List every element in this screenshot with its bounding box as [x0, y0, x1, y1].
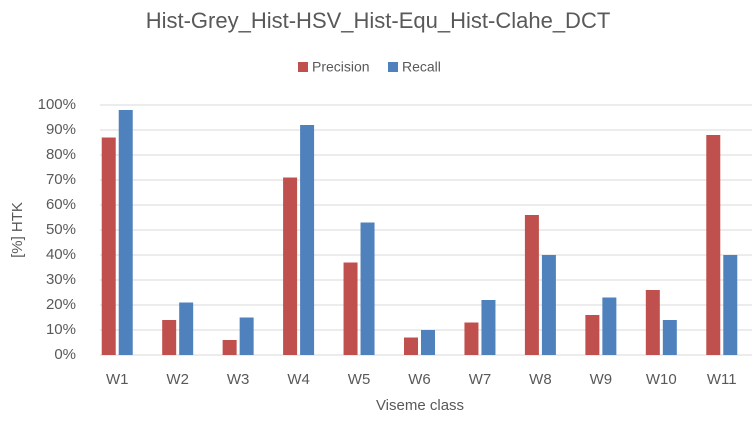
y-tick-label: 70% [46, 171, 76, 188]
y-tick-label: 60% [46, 196, 76, 213]
y-tick-label: 90% [46, 121, 76, 138]
x-axis-label: Viseme class [376, 397, 464, 414]
bar [118, 110, 133, 355]
bar [343, 262, 358, 355]
bar [602, 297, 617, 355]
x-tick-label: W6 [408, 371, 431, 388]
bar [662, 320, 677, 355]
bar [706, 135, 721, 355]
bar [360, 222, 375, 355]
x-tick-label: W1 [106, 371, 129, 388]
bar [101, 137, 116, 355]
y-tick-label: 100% [38, 96, 76, 113]
y-tick-label: 30% [46, 271, 76, 288]
x-tick-label: W2 [166, 371, 189, 388]
chart-title: Hist-Grey_Hist-HSV_Hist-Equ_Hist-Clahe_D… [146, 8, 611, 33]
bar [283, 177, 298, 355]
bar [481, 300, 496, 355]
bar [300, 125, 315, 355]
y-tick-label: 50% [46, 221, 76, 238]
bar [541, 255, 556, 355]
bar [222, 340, 237, 355]
y-tick-label: 0% [54, 346, 76, 363]
y-tick-label: 40% [46, 246, 76, 263]
legend-label: Precision [312, 59, 370, 75]
bar [645, 290, 660, 355]
y-tick-label: 80% [46, 146, 76, 163]
x-tick-label: W3 [227, 371, 250, 388]
y-tick-label: 20% [46, 296, 76, 313]
bar [585, 315, 600, 355]
x-tick-label: W8 [529, 371, 552, 388]
bar [723, 255, 738, 355]
y-axis-label: [%] HTK [9, 202, 26, 258]
bar [162, 320, 177, 355]
bar [464, 322, 479, 355]
legend-swatch [298, 62, 308, 72]
x-tick-label: W9 [590, 371, 613, 388]
bar [239, 317, 254, 355]
legend-swatch [388, 62, 398, 72]
x-tick-label: W5 [348, 371, 371, 388]
y-tick-label: 10% [46, 321, 76, 338]
bar [524, 215, 539, 355]
bar [404, 337, 418, 355]
x-tick-label: W7 [469, 371, 492, 388]
x-tick-label: W11 [707, 371, 737, 388]
bar [421, 330, 435, 355]
legend-label: Recall [402, 59, 441, 75]
bar [179, 302, 194, 355]
x-tick-label: W10 [646, 371, 677, 388]
x-tick-label: W4 [287, 371, 310, 388]
